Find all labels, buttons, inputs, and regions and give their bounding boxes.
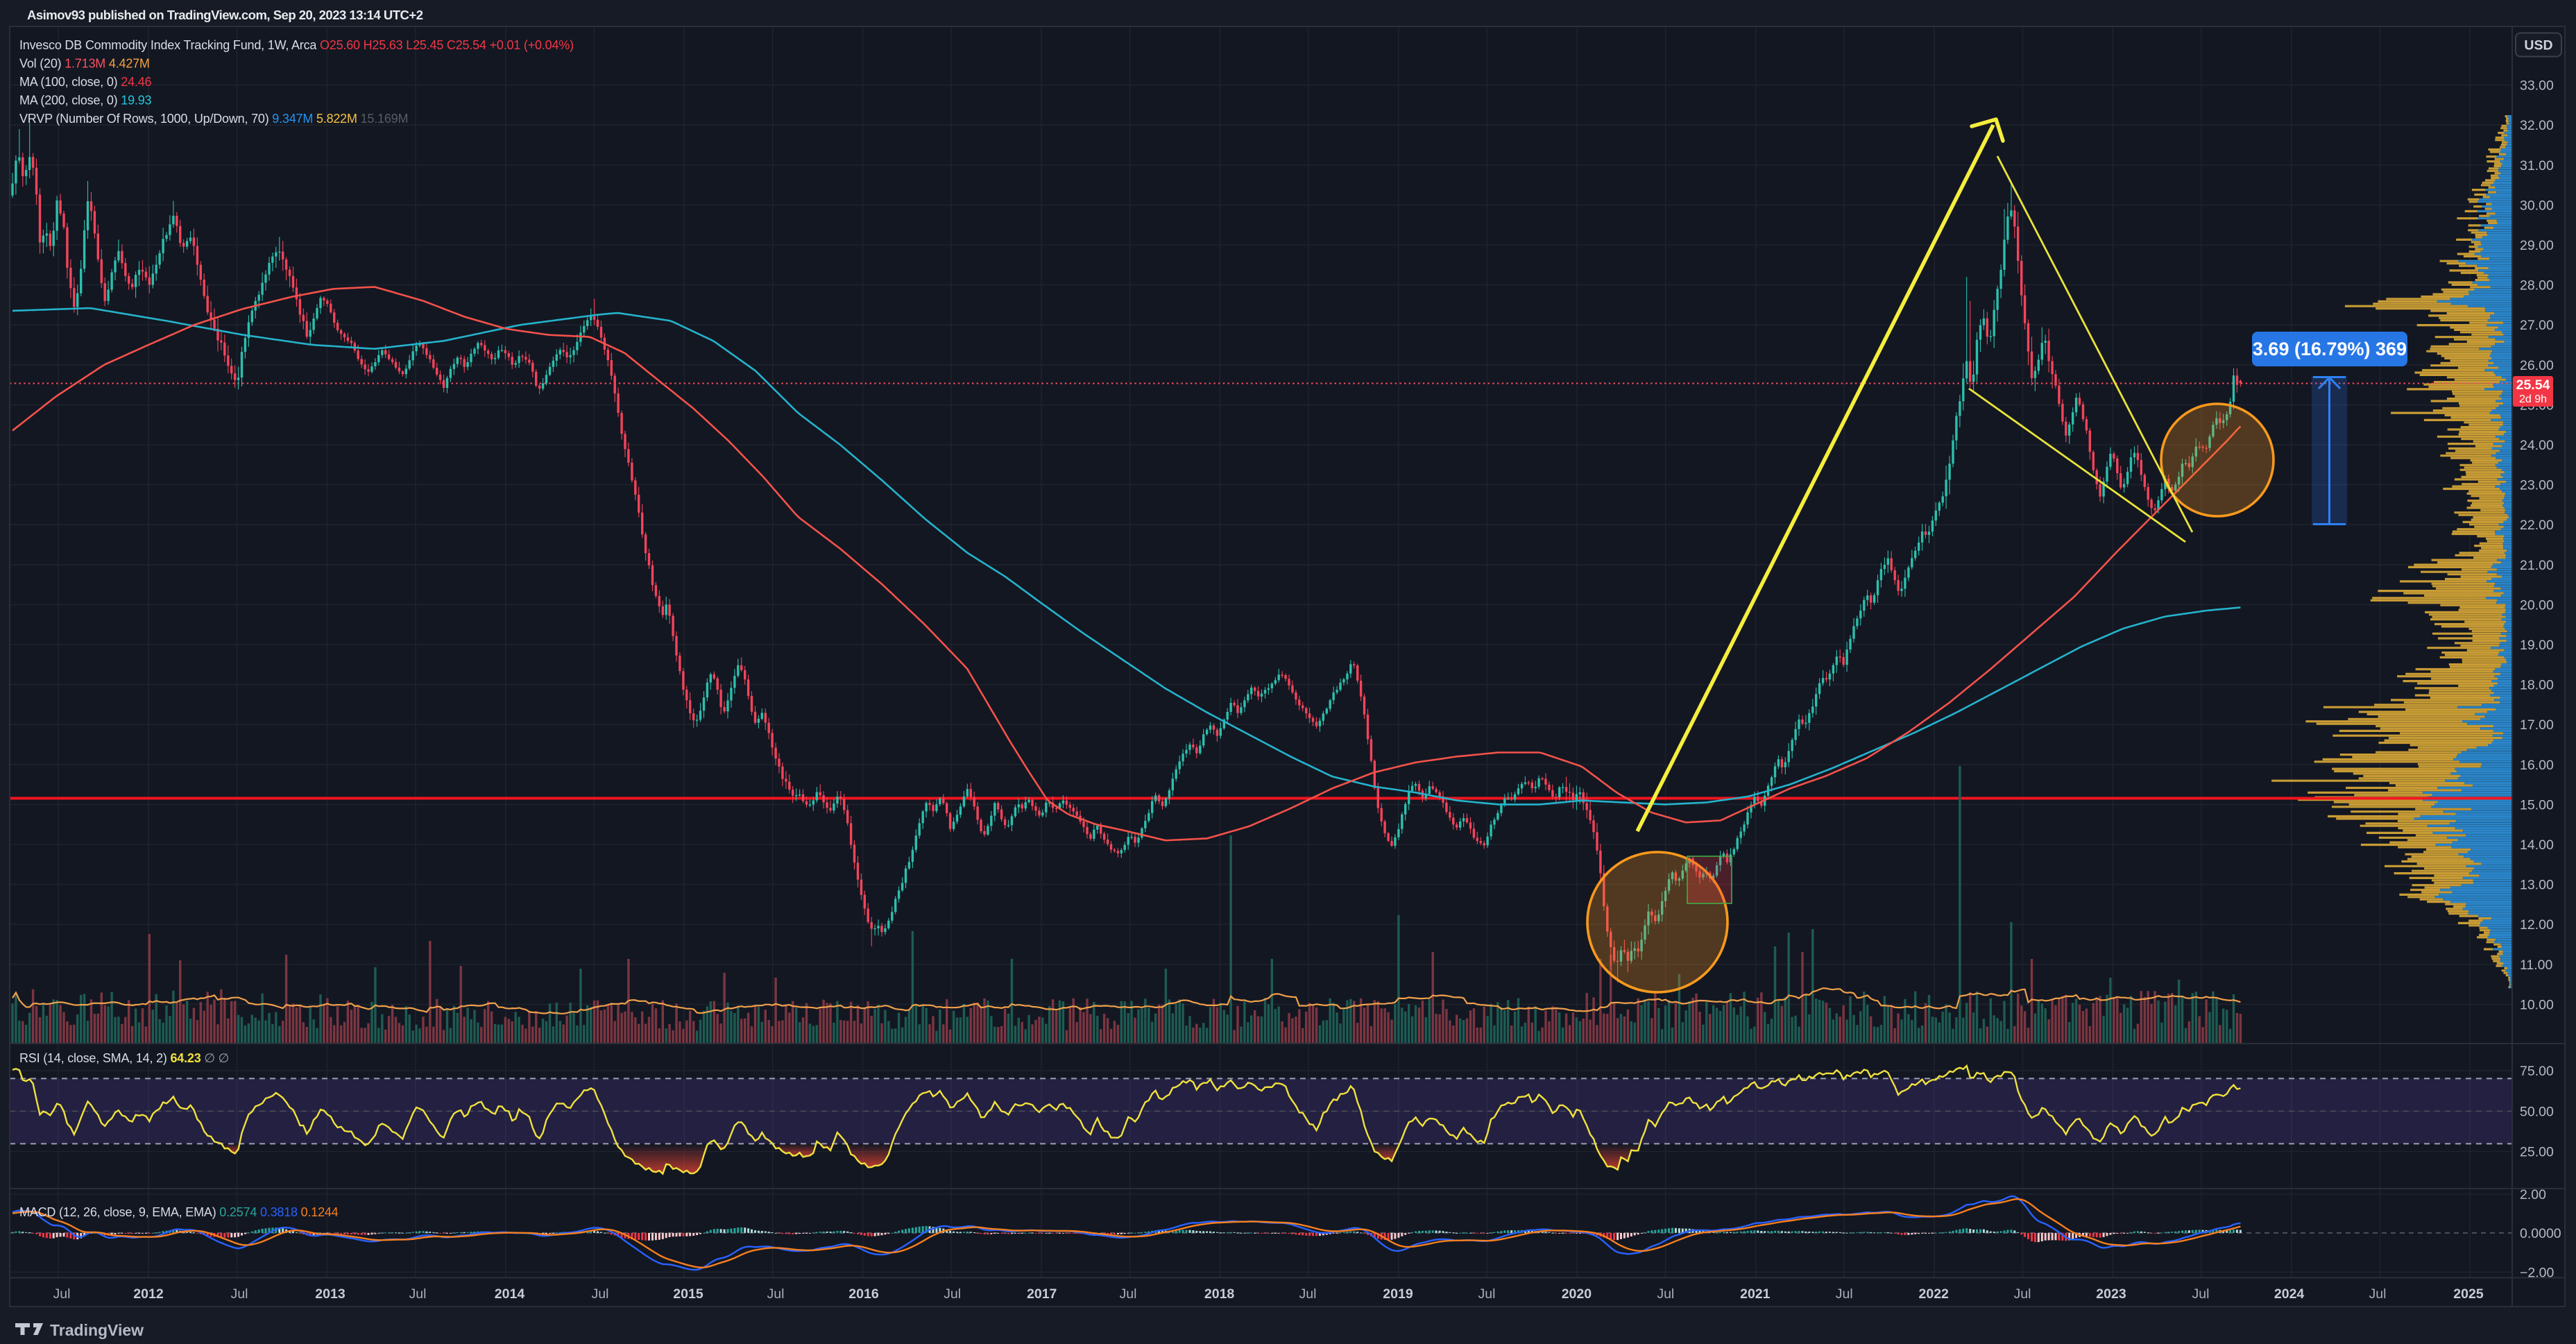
svg-text:13.00: 13.00 <box>2520 878 2554 893</box>
svg-text:24.00: 24.00 <box>2520 438 2554 453</box>
svg-text:2016: 2016 <box>848 1286 879 1302</box>
svg-text:2013: 2013 <box>315 1286 346 1302</box>
svg-text:11.00: 11.00 <box>2520 958 2553 973</box>
svg-text:RSI (14, close, SMA, 14, 2) 64: RSI (14, close, SMA, 14, 2) 64.23 ∅ ∅ <box>19 1051 229 1065</box>
svg-text:3.69 (16.79%) 369: 3.69 (16.79%) 369 <box>2253 339 2407 359</box>
svg-text:MACD (12, 26, close, 9, EMA, E: MACD (12, 26, close, 9, EMA, EMA) 0.2574… <box>19 1205 339 1219</box>
svg-text:Jul: Jul <box>767 1286 785 1302</box>
svg-text:2021: 2021 <box>1740 1286 1771 1302</box>
svg-text:2015: 2015 <box>673 1286 703 1302</box>
svg-text:0.0000: 0.0000 <box>2520 1226 2561 1241</box>
svg-text:Jul: Jul <box>2014 1286 2031 1302</box>
svg-text:Jul: Jul <box>944 1286 961 1302</box>
svg-text:Jul: Jul <box>1657 1286 1674 1302</box>
svg-text:50.00: 50.00 <box>2520 1104 2554 1119</box>
svg-text:Jul: Jul <box>1120 1286 1137 1302</box>
svg-text:2018: 2018 <box>1204 1286 1235 1302</box>
svg-text:Jul: Jul <box>409 1286 427 1302</box>
svg-text:14.00: 14.00 <box>2520 837 2554 853</box>
svg-text:2.00: 2.00 <box>2520 1187 2546 1202</box>
svg-text:2014: 2014 <box>495 1286 525 1302</box>
svg-text:−2.00: −2.00 <box>2520 1265 2554 1280</box>
svg-text:USD: USD <box>2524 38 2552 53</box>
svg-text:Asimov93 published on TradingV: Asimov93 published on TradingView.com, S… <box>27 8 423 22</box>
svg-text:Jul: Jul <box>592 1286 609 1302</box>
svg-text:18.00: 18.00 <box>2520 678 2554 693</box>
svg-text:25.54: 25.54 <box>2516 377 2550 393</box>
svg-text:Jul: Jul <box>2369 1286 2387 1302</box>
svg-text:Jul: Jul <box>1299 1286 1317 1302</box>
svg-text:Jul: Jul <box>1478 1286 1496 1302</box>
svg-text:33.00: 33.00 <box>2520 78 2554 94</box>
svg-text:29.00: 29.00 <box>2520 238 2554 253</box>
svg-text:26.00: 26.00 <box>2520 358 2554 373</box>
svg-text:2019: 2019 <box>1383 1286 1413 1302</box>
svg-text:10.00: 10.00 <box>2520 997 2554 1012</box>
svg-text:MA (200, close, 0) 19.93: MA (200, close, 0) 19.93 <box>19 94 151 108</box>
svg-text:17.00: 17.00 <box>2520 717 2554 733</box>
svg-text:12.00: 12.00 <box>2520 917 2554 933</box>
svg-text:VRVP (Number Of Rows, 1000, Up: VRVP (Number Of Rows, 1000, Up/Down, 70)… <box>19 112 408 126</box>
svg-text:32.00: 32.00 <box>2520 118 2554 133</box>
svg-text:TradingView: TradingView <box>50 1321 144 1339</box>
svg-text:21.00: 21.00 <box>2520 558 2554 573</box>
svg-text:Jul: Jul <box>1836 1286 1853 1302</box>
svg-text:15.00: 15.00 <box>2520 797 2554 813</box>
svg-text:2024: 2024 <box>2274 1286 2305 1302</box>
svg-text:75.00: 75.00 <box>2520 1064 2554 1079</box>
svg-text:20.00: 20.00 <box>2520 597 2554 613</box>
svg-text:Jul: Jul <box>53 1286 71 1302</box>
svg-text:22.00: 22.00 <box>2520 518 2554 533</box>
svg-text:2023: 2023 <box>2096 1286 2126 1302</box>
svg-text:2012: 2012 <box>133 1286 164 1302</box>
svg-text:MA (100, close, 0) 24.46: MA (100, close, 0) 24.46 <box>19 75 151 89</box>
svg-text:2d 9h: 2d 9h <box>2519 393 2547 405</box>
svg-text:19.00: 19.00 <box>2520 638 2554 653</box>
svg-text:25.00: 25.00 <box>2520 1145 2554 1160</box>
svg-text:2020: 2020 <box>1562 1286 1592 1302</box>
svg-text:30.00: 30.00 <box>2520 198 2554 213</box>
svg-text:16.00: 16.00 <box>2520 758 2554 773</box>
svg-text:2025: 2025 <box>2453 1286 2484 1302</box>
svg-text:Jul: Jul <box>231 1286 248 1302</box>
svg-text:27.00: 27.00 <box>2520 318 2554 333</box>
svg-text:Jul: Jul <box>2192 1286 2210 1302</box>
svg-text:28.00: 28.00 <box>2520 278 2554 294</box>
svg-text:31.00: 31.00 <box>2520 158 2554 173</box>
svg-text:2022: 2022 <box>1919 1286 1950 1302</box>
svg-text:23.00: 23.00 <box>2520 478 2554 493</box>
svg-text:2017: 2017 <box>1027 1286 1057 1302</box>
svg-text:Invesco DB Commodity Index Tra: Invesco DB Commodity Index Tracking Fund… <box>19 38 574 52</box>
svg-text:Vol (20) 1.713M 4.427M: Vol (20) 1.713M 4.427M <box>19 57 150 71</box>
